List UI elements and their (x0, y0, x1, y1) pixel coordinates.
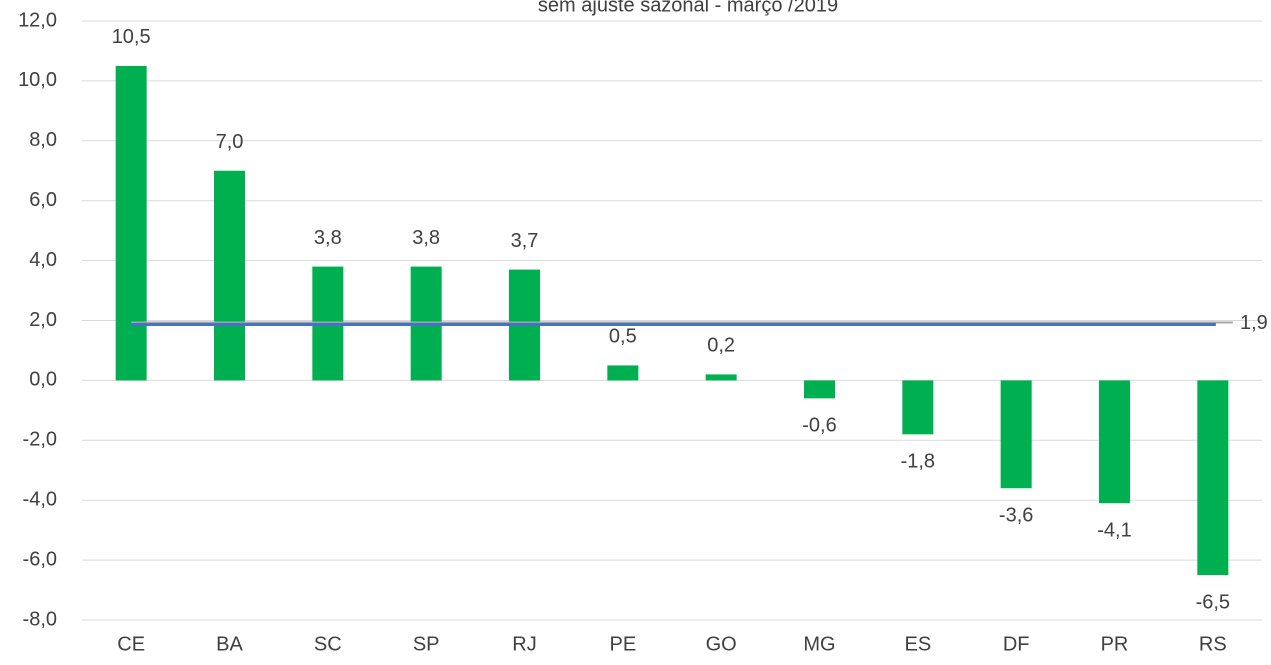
bar (1000, 380, 1032, 489)
bar (705, 374, 737, 381)
x-tick-label: SP (413, 633, 440, 655)
bar (804, 380, 835, 399)
y-tick-label: 0,0 (29, 369, 57, 391)
bar (214, 170, 245, 381)
x-tick-label: DF (1003, 633, 1030, 655)
x-tick-label: BA (216, 633, 243, 655)
y-tick-label: 10,0 (18, 69, 57, 91)
data-label: -4,1 (1097, 519, 1131, 541)
data-label: 0,5 (609, 326, 637, 348)
y-tick-label: 4,0 (29, 249, 57, 271)
y-tick-label: -2,0 (23, 429, 57, 451)
data-label: 3,8 (314, 227, 342, 249)
x-tick-label: CE (117, 633, 145, 655)
data-label: -6,5 (1196, 591, 1230, 613)
data-label: -3,6 (999, 505, 1033, 527)
y-tick-label: 2,0 (29, 309, 57, 331)
x-tick-label: PE (609, 633, 636, 655)
y-tick-label: -4,0 (23, 488, 57, 510)
data-label: 0,2 (707, 335, 735, 357)
x-tick-label: PR (1101, 633, 1129, 655)
reference-label: 1,9 (1240, 312, 1268, 334)
data-label: 7,0 (216, 131, 244, 153)
x-tick-label: SC (314, 633, 342, 655)
x-tick-label: MG (803, 633, 835, 655)
y-tick-label: -8,0 (23, 608, 57, 630)
data-label: -0,6 (802, 415, 836, 437)
y-tick-label: 8,0 (29, 129, 57, 151)
x-tick-label: ES (904, 633, 931, 655)
data-label: 3,7 (511, 230, 539, 252)
data-label: 3,8 (412, 227, 440, 249)
bar (1099, 380, 1130, 504)
data-label: -1,8 (901, 451, 935, 473)
y-tick-label: 12,0 (18, 9, 57, 31)
y-tick-label: 6,0 (29, 189, 57, 211)
y-tick-label: -6,0 (23, 548, 57, 570)
x-tick-label: RJ (512, 633, 536, 655)
data-label: 10,5 (112, 26, 151, 48)
bar (607, 365, 639, 381)
x-tick-label: RS (1199, 633, 1227, 655)
chart-title: sem ajuste sazonal - março /2019 (538, 0, 838, 16)
x-tick-label: GO (706, 633, 737, 655)
bar (115, 65, 147, 381)
bar (902, 380, 934, 435)
bar (1197, 380, 1229, 576)
